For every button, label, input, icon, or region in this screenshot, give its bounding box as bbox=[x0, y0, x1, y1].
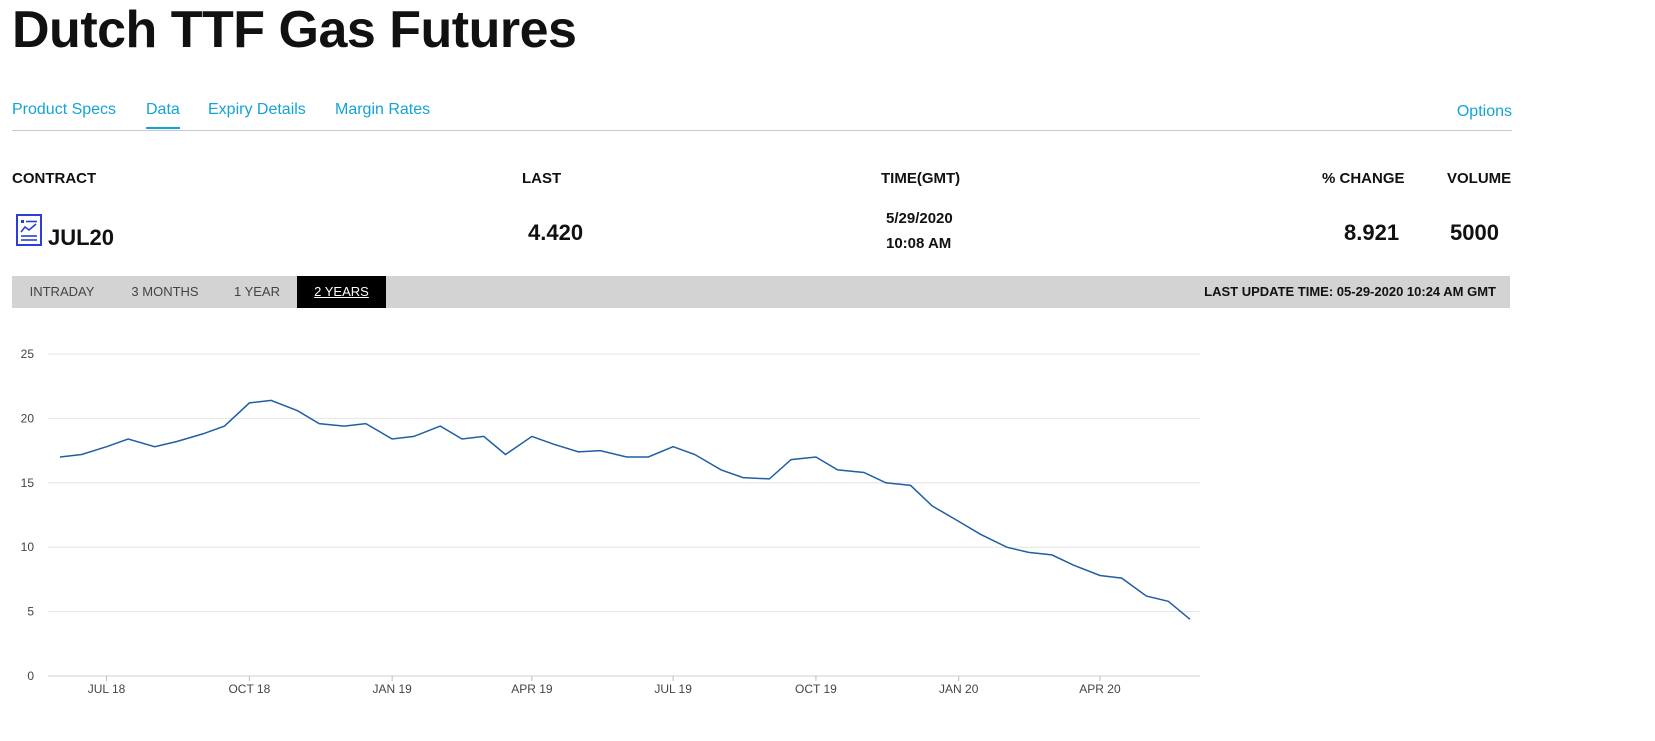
volume-value: 5000 bbox=[1450, 220, 1499, 245]
options-link[interactable]: Options bbox=[1456, 103, 1512, 120]
header-contract: CONTRACT bbox=[12, 170, 97, 187]
y-tick-label: 5 bbox=[27, 605, 34, 619]
header-time: TIME(GMT) bbox=[881, 170, 961, 187]
x-tick-label: JUL 19 bbox=[654, 682, 692, 696]
tab-margin-rates[interactable]: Margin Rates bbox=[335, 101, 431, 118]
x-tick-label: JUL 18 bbox=[88, 682, 126, 696]
range-3-months-button[interactable]: 3 MONTHS bbox=[131, 284, 199, 299]
range-selector-bar: INTRADAY 3 MONTHS 1 YEAR 2 YEARS LAST UP… bbox=[12, 276, 1510, 308]
pct-change-value: 8.921 bbox=[1344, 220, 1400, 245]
y-tick-label: 10 bbox=[21, 540, 35, 554]
y-tick-label: 0 bbox=[27, 669, 34, 683]
tab-expiry-details[interactable]: Expiry Details bbox=[208, 101, 306, 118]
contract-code[interactable]: JUL20 bbox=[48, 225, 115, 250]
last-price: 4.420 bbox=[528, 220, 584, 245]
range-intraday-button[interactable]: INTRADAY bbox=[29, 284, 95, 299]
x-tick-label: OCT 18 bbox=[228, 682, 270, 696]
price-series-line bbox=[59, 399, 1191, 620]
report-document-icon[interactable] bbox=[16, 214, 42, 251]
range-1-year-button[interactable]: 1 YEAR bbox=[233, 284, 280, 299]
y-tick-label: 25 bbox=[21, 347, 35, 361]
page-title: Dutch TTF Gas Futures bbox=[12, 1, 577, 59]
header-last: LAST bbox=[522, 170, 562, 187]
y-tick-label: 15 bbox=[21, 476, 35, 490]
range-2-years-button[interactable]: 2 YEARS bbox=[297, 276, 386, 308]
time-date: 5/29/2020 bbox=[886, 210, 953, 227]
header-pct-change: % CHANGE bbox=[1322, 170, 1405, 187]
x-tick-label: APR 20 bbox=[1079, 682, 1121, 696]
tab-product-specs[interactable]: Product Specs bbox=[12, 101, 117, 118]
tab-bar: Product Specs Data Expiry Details Margin… bbox=[12, 100, 1512, 131]
price-chart: 0 5 10 15 20 25 JUL 18 OCT 18 JAN 19 APR 19 JUL 1… bbox=[21, 347, 1200, 696]
time-clock: 10:08 AM bbox=[886, 235, 952, 252]
x-tick-label: JAN 19 bbox=[372, 682, 412, 696]
x-tick-label: OCT 19 bbox=[795, 682, 837, 696]
x-tick-label: APR 19 bbox=[511, 682, 553, 696]
tab-data[interactable]: Data bbox=[146, 100, 180, 129]
header-volume: VOLUME bbox=[1447, 170, 1512, 187]
last-update-time: LAST UPDATE TIME: 05-29-2020 10:24 AM GM… bbox=[1204, 284, 1496, 299]
x-tick-label: JAN 20 bbox=[939, 682, 979, 696]
y-tick-label: 20 bbox=[21, 411, 35, 425]
